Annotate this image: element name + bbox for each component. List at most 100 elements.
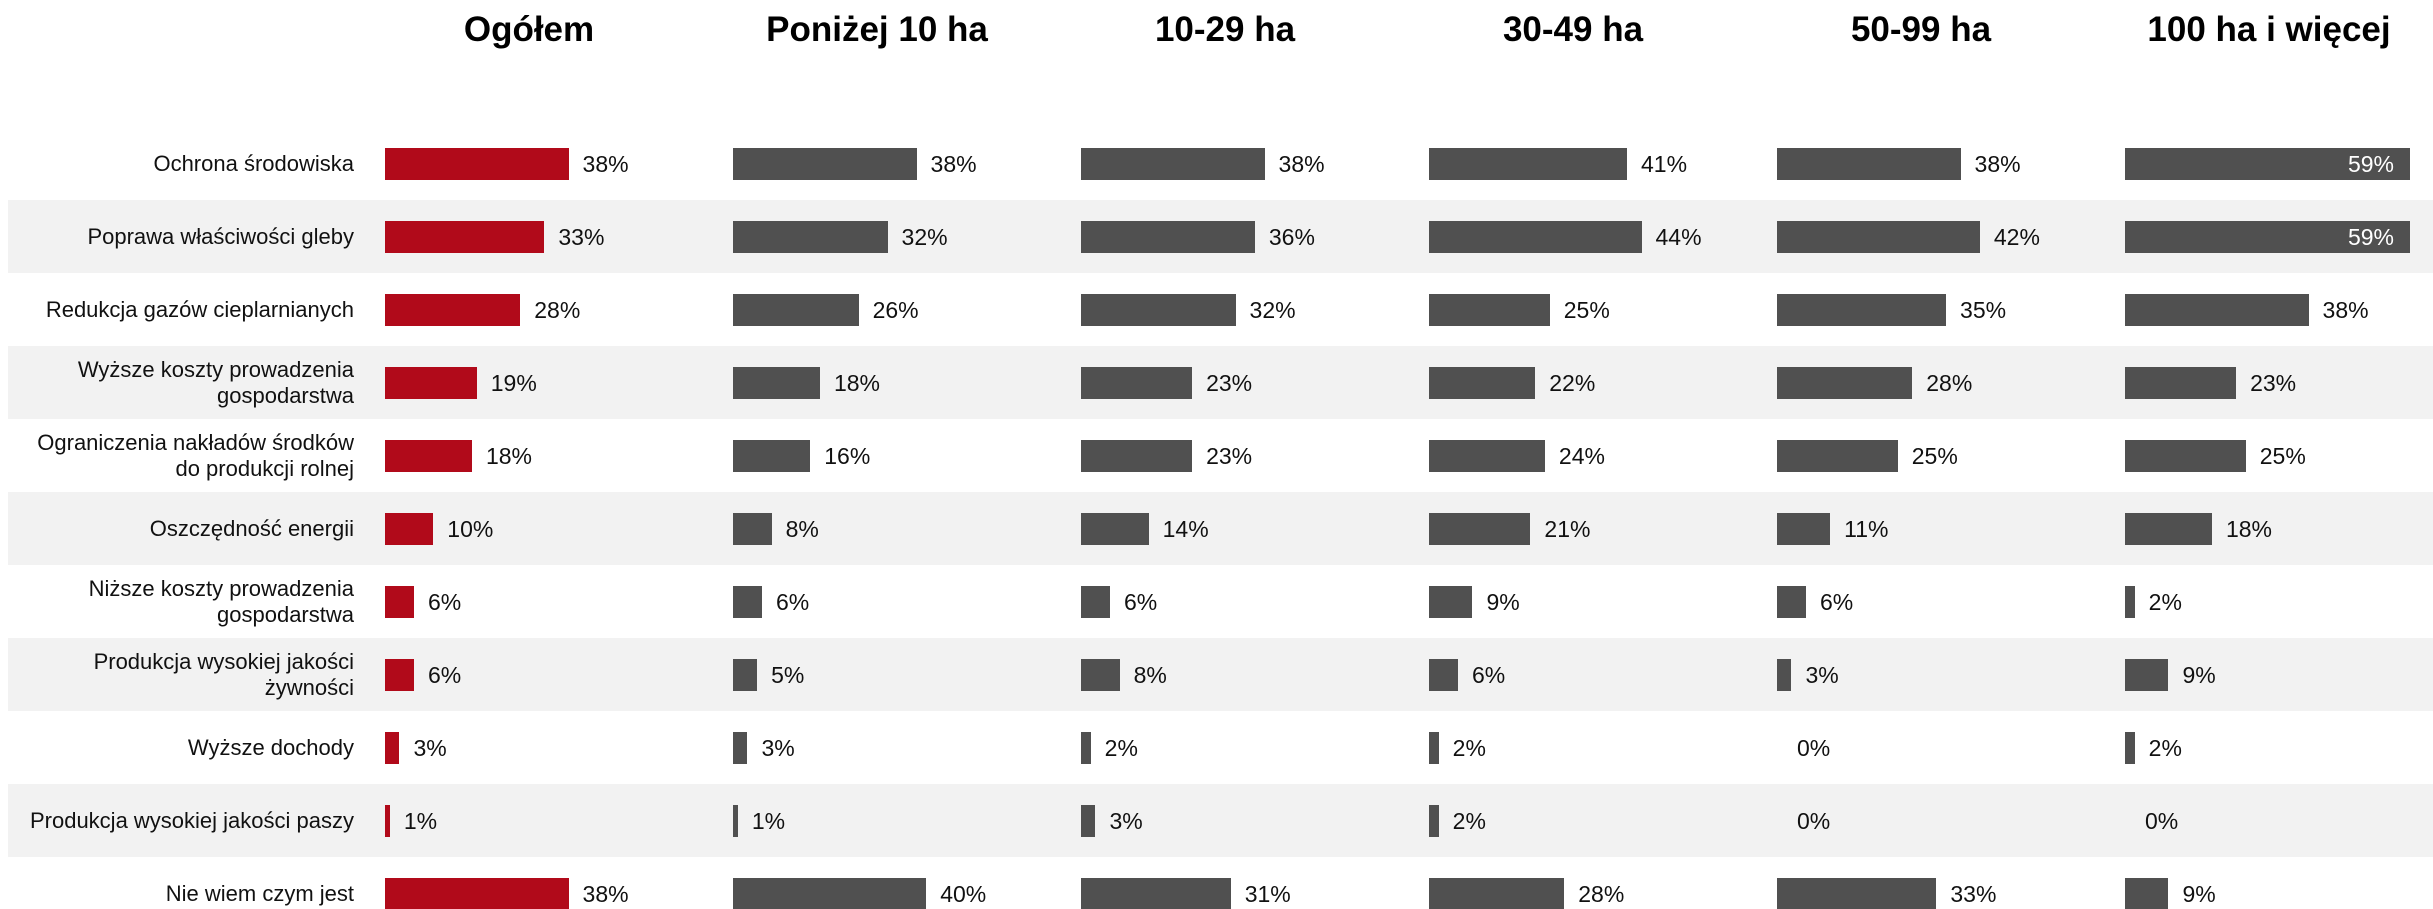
value-label: 6%: [427, 588, 462, 615]
bar: [2125, 439, 2246, 472]
value-label: 41%: [1641, 150, 1688, 177]
bar: [2125, 731, 2135, 764]
bar: [1777, 658, 1792, 691]
bar: [1081, 658, 1120, 691]
bar: [1777, 147, 1961, 180]
value-label: 18%: [485, 442, 532, 469]
bar: [1081, 731, 1091, 764]
bar: [1777, 877, 1937, 909]
value-label: 11%: [1844, 515, 1889, 542]
bar: [1429, 877, 1565, 909]
value-label: 23%: [1206, 442, 1253, 469]
value-label: 28%: [1926, 369, 1973, 396]
bar: [1777, 585, 1806, 618]
value-label: 6%: [1819, 588, 1854, 615]
bar: [733, 293, 859, 326]
bar: [1777, 512, 1831, 545]
panel-title: Ogółem: [463, 10, 595, 49]
row-stripe: [8, 784, 2433, 857]
value-label: 32%: [1249, 296, 1296, 323]
value-label: 33%: [558, 223, 605, 250]
bar: [1429, 439, 1545, 472]
category-label: Nie wiem czym jest: [165, 880, 354, 906]
bar: [1429, 293, 1550, 326]
value-label: 3%: [1109, 807, 1143, 834]
value-label: 0%: [2145, 807, 2179, 834]
bar: [733, 585, 762, 618]
bar: [733, 439, 811, 472]
value-label: 18%: [2225, 515, 2272, 542]
bar: [385, 439, 472, 472]
value-label: 6%: [427, 661, 462, 688]
bar: [385, 585, 414, 618]
category-label: Ochrona środowiska: [153, 150, 354, 176]
bar: [1081, 366, 1193, 399]
bar: [385, 512, 434, 545]
bar: [733, 877, 927, 909]
bar: [733, 731, 748, 764]
bar: [2125, 366, 2237, 399]
value-label: 8%: [1133, 661, 1167, 688]
value-label: 19%: [490, 369, 537, 396]
bar: [2125, 658, 2169, 691]
value-label: 5%: [771, 661, 805, 688]
bar: [1081, 512, 1149, 545]
value-label: 32%: [901, 223, 948, 250]
value-label: 1%: [403, 807, 438, 834]
bar: [1081, 804, 1096, 837]
value-label: 9%: [2182, 880, 2216, 907]
bar: [733, 220, 888, 253]
bar: [2125, 220, 2410, 253]
value-label: 23%: [2250, 369, 2297, 396]
bar: [1429, 147, 1628, 180]
bar: [1429, 731, 1439, 764]
bar: [385, 804, 390, 837]
category-label: Wyższe dochody: [187, 734, 354, 760]
bar: [733, 658, 758, 691]
value-label: 36%: [1268, 223, 1315, 250]
value-label: 10%: [447, 515, 494, 542]
bar: [1081, 585, 1110, 618]
value-label: 38%: [1974, 150, 2021, 177]
value-label: 3%: [1805, 661, 1839, 688]
category-label: Oszczędność energii: [149, 515, 354, 541]
category-label: Produkcja wysokiej jakości żywności: [93, 649, 354, 700]
value-label: 1%: [751, 807, 786, 834]
category-label: Poprawa właściwości gleby: [87, 223, 354, 249]
value-label: 38%: [582, 880, 629, 907]
bar: [1429, 804, 1439, 837]
bar: [385, 366, 477, 399]
value-label: 16%: [824, 442, 871, 469]
value-label: 28%: [534, 296, 581, 323]
bar: [733, 366, 820, 399]
bar: [1429, 220, 1642, 253]
bar: [1777, 220, 1980, 253]
value-label: 25%: [2259, 442, 2306, 469]
bar: [733, 512, 772, 545]
value-label: 0%: [1797, 734, 1831, 761]
bar: [733, 804, 738, 837]
bar: [385, 731, 400, 764]
value-label: 0%: [1797, 807, 1831, 834]
value-label: 3%: [413, 734, 447, 761]
value-label: 9%: [2182, 661, 2216, 688]
bar: [385, 147, 569, 180]
value-label: 25%: [1911, 442, 1958, 469]
value-label: 28%: [1578, 880, 1625, 907]
bar: [1429, 658, 1458, 691]
value-label: 44%: [1655, 223, 1702, 250]
value-label: 3%: [761, 734, 795, 761]
bar: [1777, 439, 1898, 472]
bar: [385, 220, 545, 253]
bar: [1777, 366, 1913, 399]
value-label: 22%: [1549, 369, 1596, 396]
panel-title: Poniżej 10 ha: [766, 10, 988, 49]
value-label: 31%: [1244, 880, 1291, 907]
value-label: 38%: [2322, 296, 2369, 323]
value-label: 21%: [1544, 515, 1591, 542]
value-label: 25%: [1563, 296, 1610, 323]
value-label: 6%: [1471, 661, 1506, 688]
value-label: 2%: [2148, 588, 2182, 615]
bar: [1777, 293, 1947, 326]
value-label: 23%: [1206, 369, 1253, 396]
